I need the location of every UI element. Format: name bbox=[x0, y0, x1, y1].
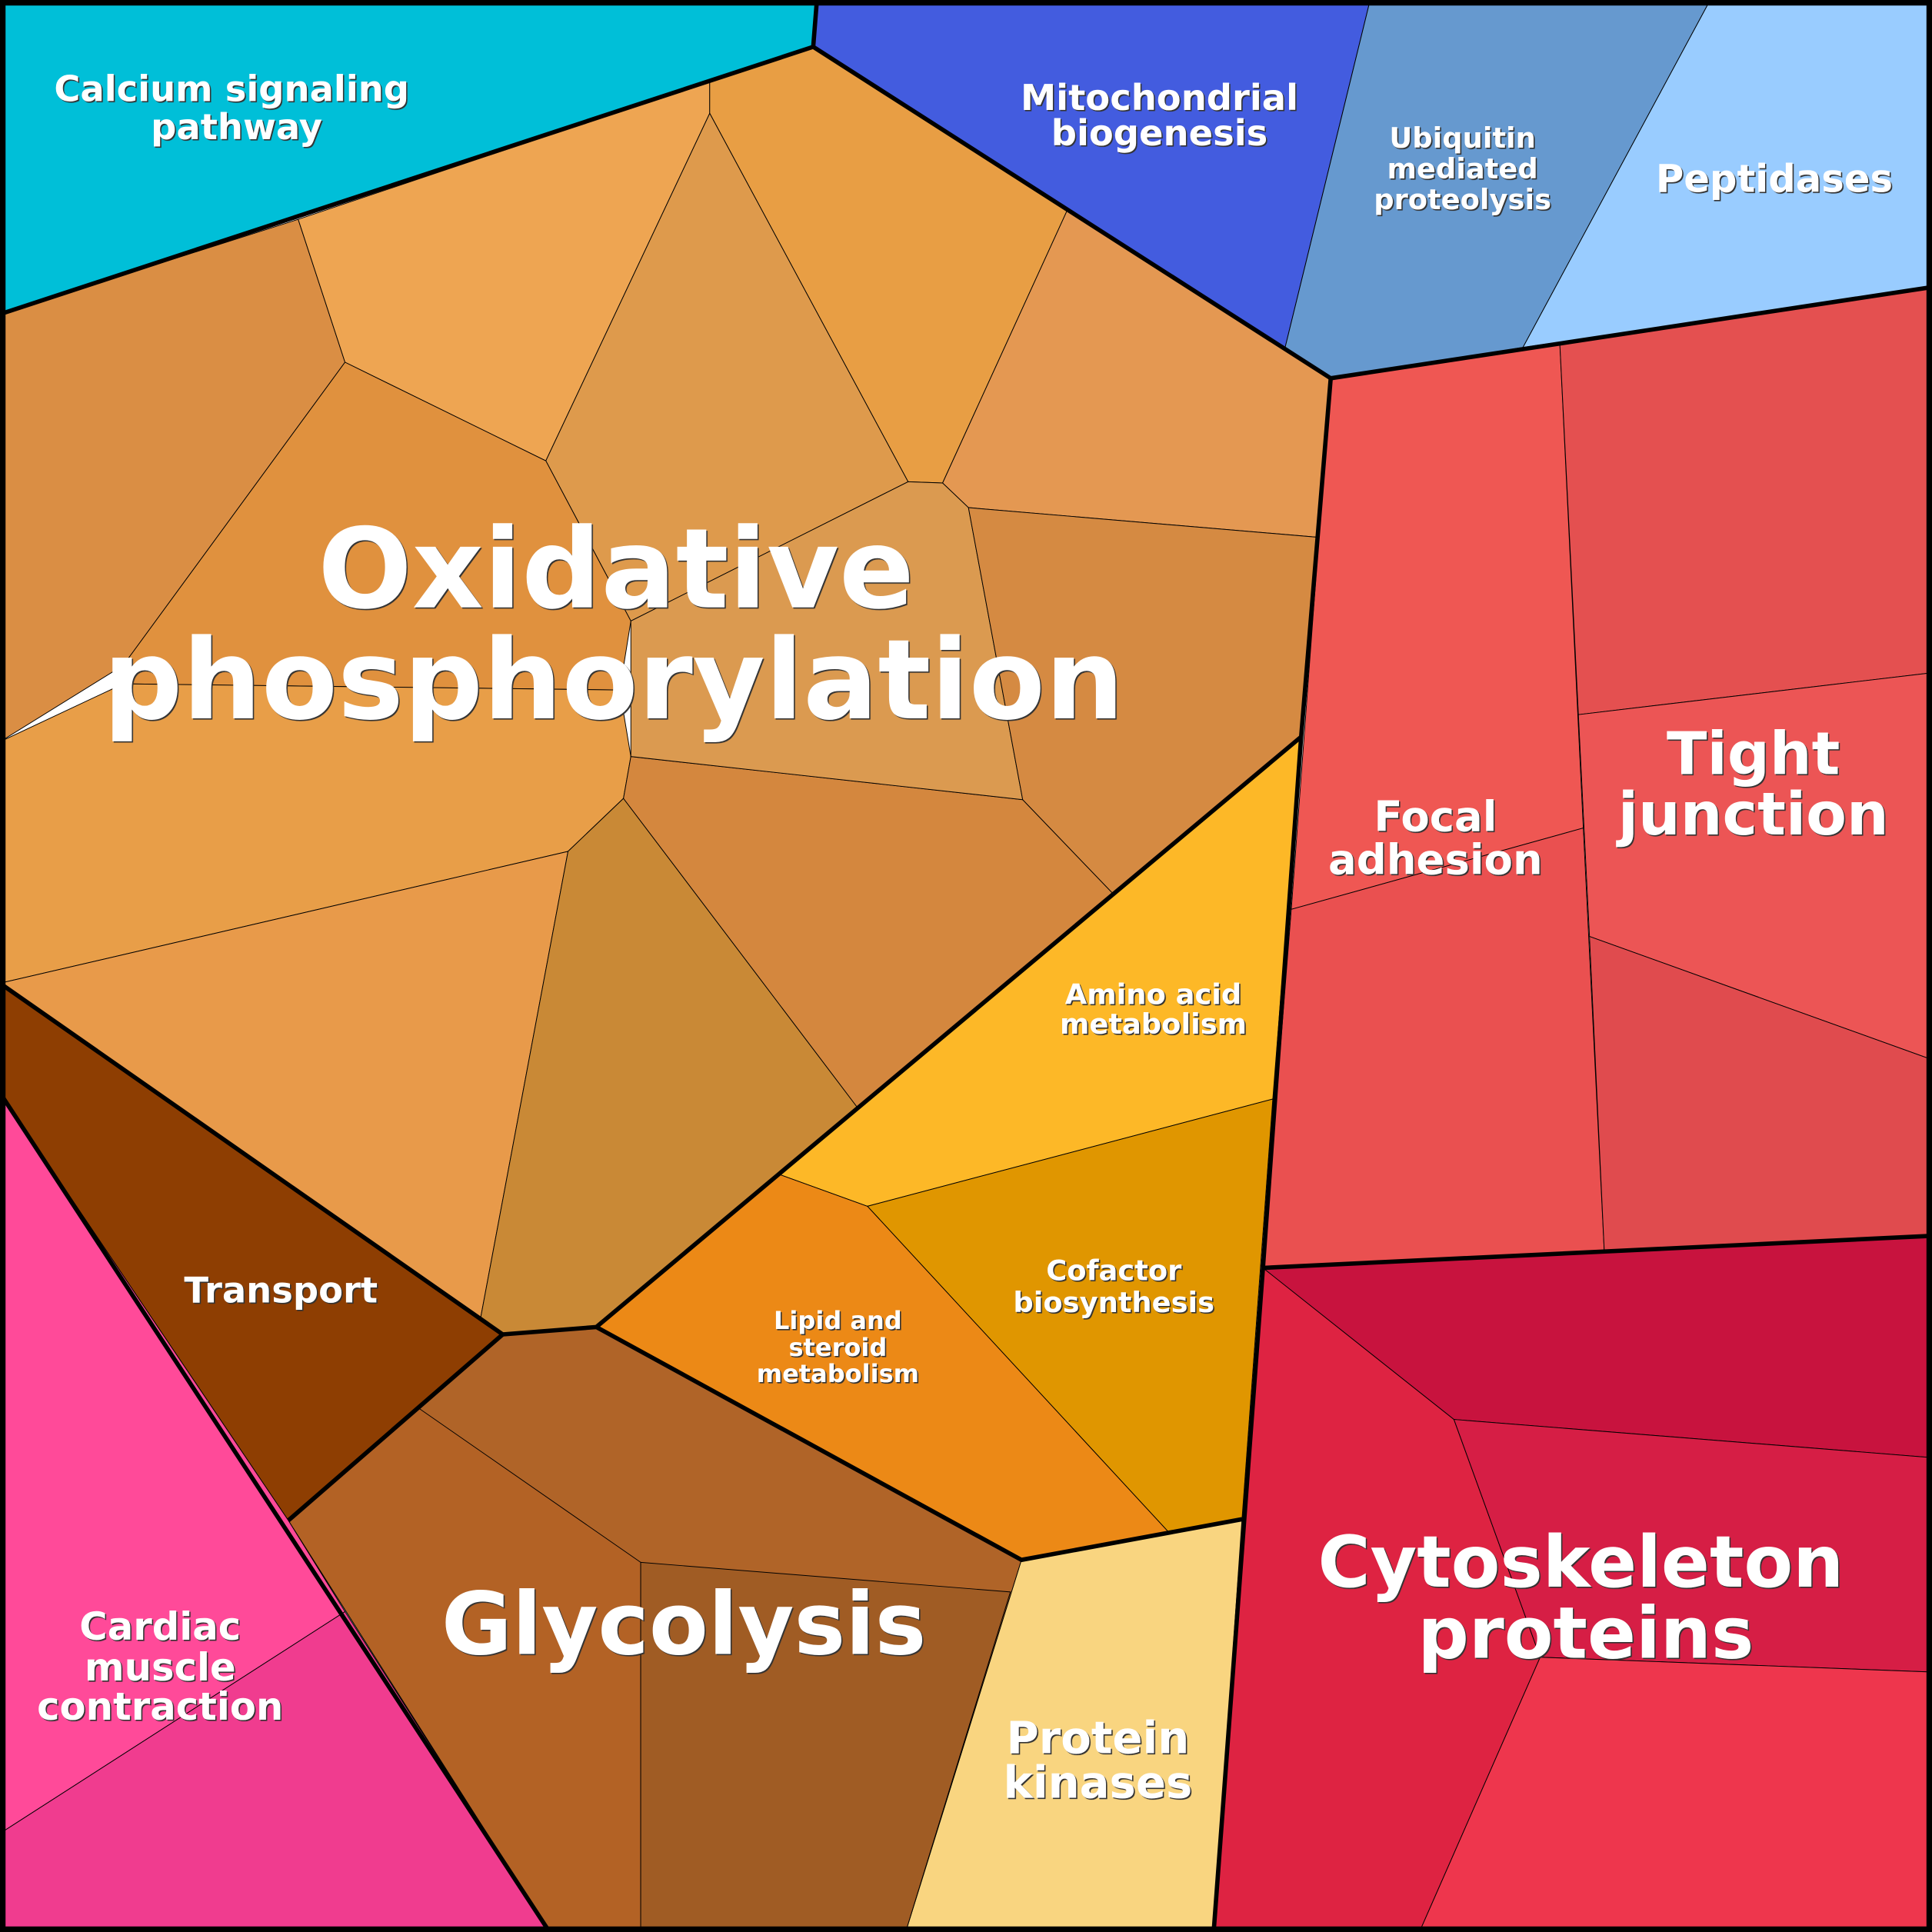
label-line: biogenesis bbox=[1051, 112, 1268, 154]
label-line: Glycolysis bbox=[441, 1574, 926, 1674]
cell bbox=[1559, 286, 1932, 715]
label-line: kinases bbox=[1004, 1756, 1193, 1808]
label-line: Transport bbox=[184, 1269, 378, 1311]
label-line: Oxidative bbox=[318, 505, 914, 634]
label-line: steroid bbox=[788, 1333, 887, 1362]
label-line: Mitochondrial bbox=[1021, 76, 1298, 118]
label-line: metabolism bbox=[757, 1359, 919, 1388]
cell-label: Protein kinases bbox=[1004, 1711, 1193, 1808]
cell-label: Cofactor biosynthesis bbox=[1013, 1254, 1214, 1319]
label-line: mediated bbox=[1387, 152, 1538, 185]
label-line: adhesion bbox=[1328, 835, 1543, 884]
border bbox=[287, 1332, 505, 1523]
label-line: Cardiac bbox=[79, 1604, 241, 1648]
sub-cell bbox=[640, 1561, 1011, 1932]
sub-cell bbox=[1453, 1419, 1932, 1673]
cell-label: Lipid and steroid metabolism bbox=[757, 1306, 919, 1388]
label-line: pathway bbox=[151, 106, 322, 148]
label-line: Lipid and bbox=[774, 1306, 902, 1335]
label-line: Calcium signaling bbox=[54, 68, 409, 109]
label-line: Cofactor bbox=[1046, 1254, 1182, 1287]
cell-label: Focal adhesion bbox=[1328, 791, 1543, 884]
label-line: Tight bbox=[1667, 720, 1840, 788]
sub-cell bbox=[1577, 672, 1932, 1061]
cell-label: Glycolysis bbox=[441, 1574, 926, 1674]
label-line: Peptidases bbox=[1656, 156, 1893, 201]
sub-cell bbox=[1419, 1657, 1932, 1932]
border bbox=[595, 1324, 1243, 1562]
label-line: biosynthesis bbox=[1013, 1285, 1214, 1318]
cell-label: Oxidative phosphorylation bbox=[103, 505, 1124, 744]
label-line: contraction bbox=[37, 1684, 283, 1729]
label-line: metabolism bbox=[1060, 1007, 1247, 1040]
cell bbox=[1522, 0, 1932, 348]
sub-cell bbox=[1589, 935, 1932, 1251]
cell-label: Mitochondrial biogenesis bbox=[1021, 76, 1298, 153]
label-line: Ubiquitin bbox=[1389, 122, 1536, 155]
cell-label: Cytoskeleton proteins bbox=[1318, 1521, 1844, 1675]
label-line: junction bbox=[1616, 781, 1889, 849]
label-line: proteolysis bbox=[1374, 183, 1551, 216]
cell-label: Ubiquitin mediated proteolysis bbox=[1374, 122, 1551, 216]
border bbox=[1330, 285, 1932, 381]
label-line: muscle bbox=[85, 1644, 236, 1689]
label-line: proteins bbox=[1417, 1592, 1754, 1675]
cell-label: Transport bbox=[184, 1269, 378, 1311]
label-line: phosphorylation bbox=[103, 615, 1124, 744]
cell-label: Peptidases bbox=[1656, 156, 1893, 201]
cell-label: Tight junction bbox=[1616, 720, 1889, 849]
label-line: Cytoskeleton bbox=[1318, 1521, 1844, 1604]
labels: Calcium signaling pathway Mitochondrial bi… bbox=[37, 68, 1893, 1808]
border bbox=[1262, 1234, 1932, 1271]
border bbox=[0, 1091, 551, 1932]
label-line: Protein bbox=[1007, 1711, 1190, 1764]
label-line: Amino acid bbox=[1065, 978, 1242, 1011]
cell-label: Cardiac muscle contraction bbox=[37, 1604, 283, 1728]
label-line: Focal bbox=[1374, 791, 1497, 841]
cell-label: Calcium signaling pathway bbox=[54, 68, 409, 148]
cell-label: Amino acid metabolism bbox=[1060, 978, 1247, 1040]
